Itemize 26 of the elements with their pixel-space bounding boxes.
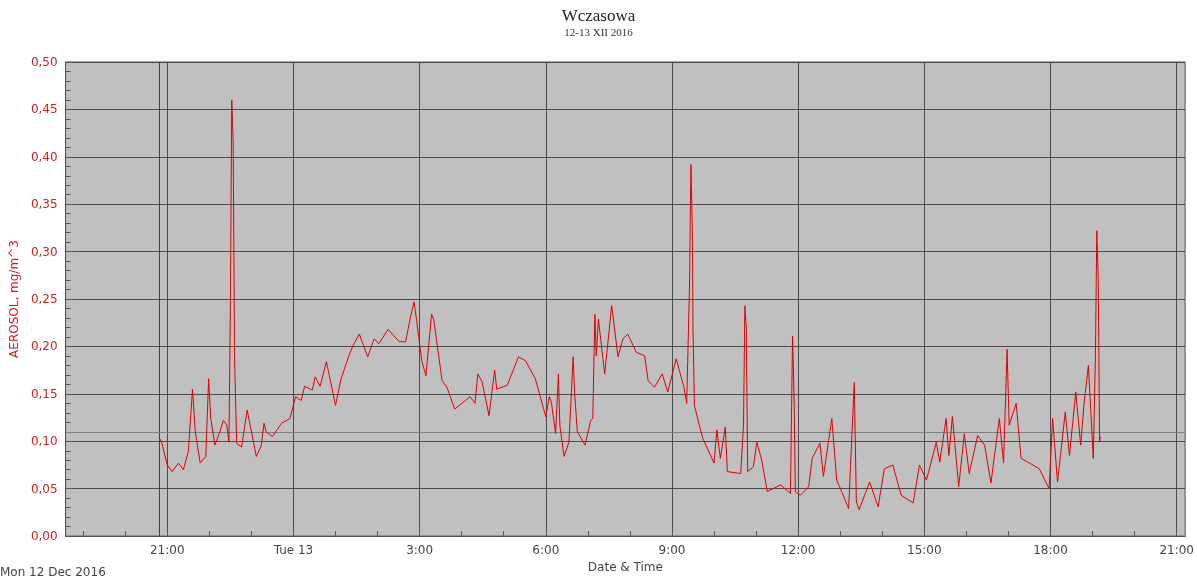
x-tick-label: 15:00 [907, 543, 942, 558]
x-tick-label: 6:00 [532, 543, 560, 558]
y-tick-label: 0,30 [30, 244, 58, 259]
x-tick-label: Tue 13 [272, 543, 314, 558]
y-tick-label: 0,40 [30, 149, 58, 164]
y-tick-label: 0,25 [30, 292, 58, 307]
y-tick-label: 0,05 [30, 481, 58, 496]
chart-title: Wczasowa [561, 6, 636, 25]
x-tick-label: 21:00 [1159, 543, 1195, 558]
y-tick-label: 0,00 [30, 529, 58, 544]
x-axis-title: Date & Time [587, 560, 663, 574]
x-tick-label: 21:00 [149, 543, 185, 558]
y-tick-label: 0,50 [30, 55, 58, 69]
x-tick-label: 9:00 [658, 543, 686, 558]
x-tick-label: 12:00 [780, 543, 816, 558]
y-tick-label: 0,45 [30, 102, 58, 117]
text: Mon 12 Dec 2016 [0, 565, 106, 578]
x-tick-label: 3:00 [406, 543, 434, 558]
line-series [159, 99, 1101, 511]
chart-subtitle: 12-13 XII 2016 [564, 25, 634, 38]
y-tick-label: 0,20 [30, 339, 58, 354]
y-tick-label: 0,15 [30, 386, 58, 401]
x-tick-label: 18:00 [1033, 543, 1068, 558]
y-tick-label: 0,35 [30, 197, 58, 212]
y-tick-label: 0,10 [30, 434, 58, 449]
y-axis-title: AEROSOL, mg/m^3 [7, 240, 21, 358]
